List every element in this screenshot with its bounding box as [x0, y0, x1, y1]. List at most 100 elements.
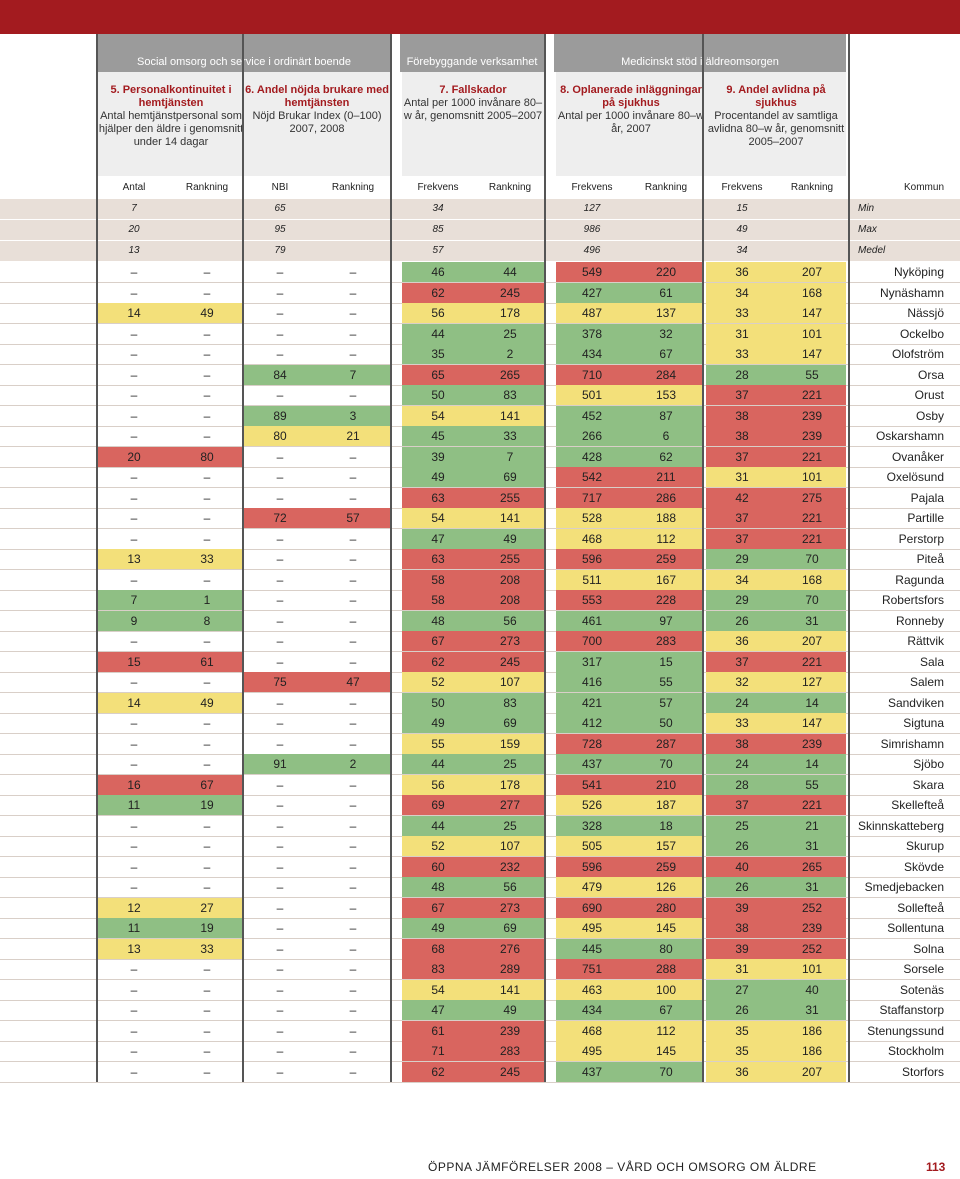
- cell-frekvens-8: 412: [556, 713, 628, 733]
- column-divider: [848, 34, 850, 1082]
- table-row: – – – –44 25 328 18 25 21 Skinnskatteberg: [0, 815, 960, 836]
- cell-rankning-5: 8: [170, 610, 244, 631]
- cell-rankning-9: 31: [778, 1000, 846, 1020]
- cell-rankning-8: 137: [628, 303, 704, 323]
- cell-rankning-8: 87: [628, 405, 704, 426]
- cell-frekvens-7: 61: [402, 1020, 474, 1041]
- cell-frekvens-8: 437: [556, 754, 628, 774]
- cell-rankning-5: –: [203, 408, 211, 423]
- cell-kommun: Salem: [909, 675, 944, 689]
- cell-rankning-9: 252: [778, 938, 846, 959]
- cell-frekvens-7: 56: [402, 303, 474, 323]
- cell-frekvens-8: 378: [556, 323, 628, 344]
- cell-frekvens-9: 39: [706, 897, 778, 918]
- cell-frekvens-7: 69: [402, 795, 474, 815]
- row-divider: [0, 1081, 960, 1083]
- cell-rankning-5: –: [203, 470, 211, 484]
- cell-kommun: Skövde: [903, 859, 944, 874]
- cell-rankning-5: –: [203, 511, 211, 525]
- cell-kommun: Solna: [913, 941, 944, 956]
- cell-frekvens-9: 35: [706, 1041, 778, 1061]
- cell-rankning-8: 145: [628, 918, 704, 938]
- cell-frekvens-7: 52: [402, 836, 474, 856]
- cell-rankning-8: 80: [628, 938, 704, 959]
- cell-frekvens-7: 54: [402, 979, 474, 1000]
- cell-nbi: –: [276, 839, 284, 853]
- cell-rankning-7: 208: [474, 569, 546, 590]
- table-row: – – – – 63 255 717 286 42 275 Pajala: [0, 487, 960, 508]
- cell-kommun: Sandviken: [887, 695, 944, 710]
- cell-rankning-6: –: [349, 654, 357, 669]
- table-row: – – – – 62 245 427 61 34 168 Nynäshamn: [0, 282, 960, 303]
- cell-rankning-8: 210: [628, 774, 704, 795]
- cell-frekvens-8: 501: [556, 385, 628, 405]
- footer-title: ÖPPNA JÄMFÖRELSER 2008 – VÅRD OCH OMSORG…: [428, 1160, 817, 1174]
- cell-nbi: –: [276, 900, 284, 915]
- cell-frekvens-7: 65: [402, 364, 474, 385]
- cell-rankning-5: –: [203, 1023, 211, 1038]
- cell-rankning-6: 57: [316, 508, 390, 528]
- cell-rankning-9: 239: [778, 405, 846, 426]
- cell-rankning-5: –: [203, 367, 211, 382]
- cell-rankning-9: 239: [778, 733, 846, 754]
- cell-nbi: –: [276, 265, 284, 279]
- table-row: – – – – 48 56 479 126 26 31 Smedjebacken: [0, 877, 960, 897]
- table-row: – – – – 67 273 700 283 36 207 Rättvik: [0, 631, 960, 651]
- table-row: – – – – 55 159 728 287 38 239 Simrishamn: [0, 733, 960, 754]
- cell-frekvens-8: 317: [556, 651, 628, 672]
- cell-kommun: Sollefteå: [897, 900, 944, 915]
- cell-nbi: –: [276, 654, 284, 669]
- cell-rankning-9: 186: [778, 1041, 846, 1061]
- cell-antal: 13: [98, 938, 170, 959]
- cell-frekvens-9: 35: [706, 1020, 778, 1041]
- cell-rankning-7: 69: [474, 918, 546, 938]
- cell-rankning-7: 273: [474, 631, 546, 651]
- cell-antal: –: [130, 736, 138, 751]
- table-row: – – 75 47 52 107 416 55 32 127 Salem: [0, 672, 960, 692]
- cell-rankning-8: 157: [628, 836, 704, 856]
- cell-rankning-6: –: [349, 716, 357, 730]
- cell-antal: –: [130, 388, 138, 402]
- cell-rankning-5: 80: [170, 446, 244, 467]
- cell-antal: –: [130, 326, 138, 341]
- cell-nbi: 72: [244, 508, 316, 528]
- indicator-headers: 5. Personalkontinuitet i hemtjänsten Anta…: [0, 72, 960, 176]
- cell-kommun: Stockholm: [887, 1044, 944, 1058]
- table-row: – – 72 57 54 141 528 188 37 221 Partille: [0, 508, 960, 528]
- cell-frekvens-7: 63: [402, 487, 474, 508]
- cell-frekvens-8: 487: [556, 303, 628, 323]
- cell-kommun: Olofström: [891, 347, 944, 361]
- indicator-9: 9. Andel avlidna på sjukhus Procentandel …: [706, 72, 846, 176]
- indicator-5: 5. Personalkontinuitet i hemtjänsten Anta…: [98, 72, 244, 176]
- column-header-rankning-5: Rankning: [185, 182, 229, 193]
- cell-frekvens-9: 39: [706, 938, 778, 959]
- cell-rankning-9: 101: [778, 959, 846, 979]
- cell-frekvens-8: 511: [556, 569, 628, 590]
- cell-nbi: –: [276, 921, 284, 935]
- cell-nbi: –: [276, 982, 284, 997]
- table-row: – – – – 54 141 463 100 27 40 Sotenäs: [0, 979, 960, 1000]
- cell-nbi: 84: [244, 364, 316, 385]
- cell-frekvens-7: 58: [402, 569, 474, 590]
- column-header-frekvens-7: Frekvens: [417, 182, 459, 193]
- cell-frekvens-7: 67: [402, 631, 474, 651]
- cell-nbi: –: [276, 572, 284, 587]
- cell-rankning-5: –: [203, 265, 211, 279]
- cell-rankning-8: 211: [628, 467, 704, 487]
- cell-rankning-8: 55: [628, 672, 704, 692]
- cell-antal: –: [130, 1064, 138, 1079]
- cell-kommun: Sotenäs: [899, 982, 944, 997]
- cell-rankning-9: 265: [778, 856, 846, 877]
- cell-rankning-7: 232: [474, 856, 546, 877]
- cell-rankning-7: 2: [474, 344, 546, 364]
- cell-rankning-7: 56: [474, 610, 546, 631]
- table-row: 9 8 – – 48 56 461 97 26 31 Ronneby: [0, 610, 960, 631]
- table-row: – – – – 83 289 751 288 31 101 Sorsele: [0, 959, 960, 979]
- stat-label: Min: [858, 203, 875, 214]
- cell-frekvens-7: 44: [402, 323, 474, 344]
- cell-nbi: –: [276, 777, 284, 792]
- cell-rankning-7: 255: [474, 487, 546, 508]
- cell-nbi: –: [276, 634, 284, 648]
- cell-rankning-6: –: [349, 777, 357, 792]
- cell-frekvens-9: 33: [706, 344, 778, 364]
